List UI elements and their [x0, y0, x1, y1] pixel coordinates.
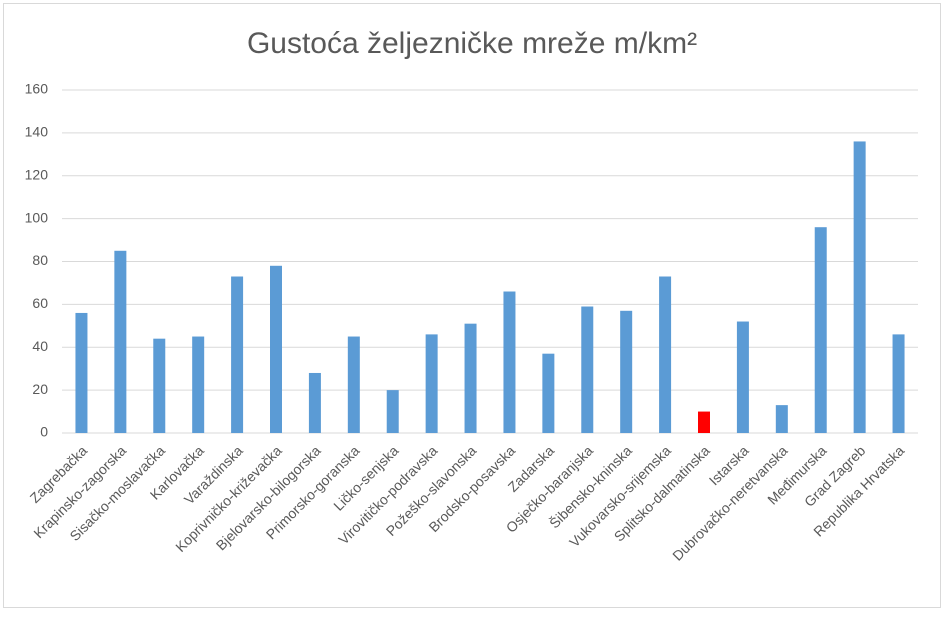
bar	[620, 310, 633, 433]
y-tick-label: 60	[32, 295, 48, 311]
bar	[114, 250, 127, 433]
y-tick-label: 0	[40, 424, 48, 440]
y-tick-label: 140	[25, 124, 49, 140]
chart-border	[3, 3, 941, 608]
bar	[386, 390, 399, 433]
y-tick-label: 160	[25, 81, 49, 97]
chart-title: Gustoća željezničke mreže m/km²	[247, 27, 697, 60]
y-tick-label: 100	[25, 209, 49, 225]
bar	[892, 334, 905, 433]
bar	[659, 276, 672, 433]
bar	[853, 141, 866, 433]
bar	[698, 411, 710, 433]
bar	[464, 323, 477, 433]
y-tick-label: 80	[32, 252, 48, 268]
bar	[231, 276, 244, 433]
bar	[425, 334, 438, 433]
bar	[270, 265, 282, 433]
y-tick-label: 20	[32, 381, 48, 397]
y-tick-label: 40	[32, 338, 48, 354]
bar	[503, 291, 516, 433]
bar	[347, 336, 360, 433]
bar	[542, 353, 555, 433]
y-tick-label: 120	[25, 166, 49, 182]
bar	[153, 338, 166, 433]
bar	[581, 306, 594, 433]
bar	[75, 312, 88, 433]
bar	[814, 227, 827, 433]
bar	[308, 372, 321, 433]
bar	[192, 336, 205, 433]
bar	[736, 321, 749, 433]
bar	[775, 405, 788, 433]
